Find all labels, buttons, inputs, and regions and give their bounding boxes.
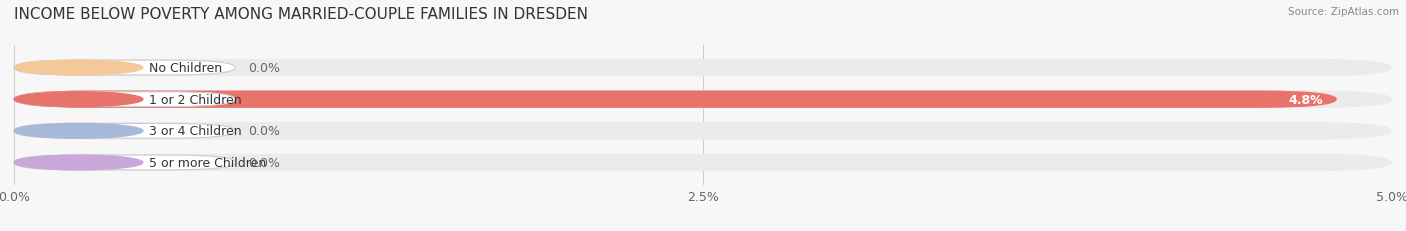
- Text: Source: ZipAtlas.com: Source: ZipAtlas.com: [1288, 7, 1399, 17]
- Text: 5 or more Children: 5 or more Children: [149, 156, 267, 169]
- Circle shape: [14, 92, 143, 107]
- Text: INCOME BELOW POVERTY AMONG MARRIED-COUPLE FAMILIES IN DRESDEN: INCOME BELOW POVERTY AMONG MARRIED-COUPL…: [14, 7, 588, 22]
- FancyBboxPatch shape: [14, 154, 1392, 171]
- Text: No Children: No Children: [149, 62, 222, 75]
- Circle shape: [14, 124, 143, 139]
- Text: 0.0%: 0.0%: [247, 156, 280, 169]
- Text: 3 or 4 Children: 3 or 4 Children: [149, 125, 242, 138]
- FancyBboxPatch shape: [14, 123, 1392, 140]
- Text: 1 or 2 Children: 1 or 2 Children: [149, 93, 242, 106]
- Text: 0.0%: 0.0%: [247, 62, 280, 75]
- FancyBboxPatch shape: [14, 155, 235, 170]
- FancyBboxPatch shape: [14, 91, 1392, 108]
- Text: 0.0%: 0.0%: [247, 125, 280, 138]
- Text: 4.8%: 4.8%: [1288, 93, 1323, 106]
- FancyBboxPatch shape: [14, 91, 1337, 108]
- FancyBboxPatch shape: [14, 124, 235, 139]
- Circle shape: [14, 61, 143, 76]
- FancyBboxPatch shape: [14, 60, 1392, 77]
- FancyBboxPatch shape: [14, 92, 235, 107]
- Circle shape: [14, 155, 143, 170]
- FancyBboxPatch shape: [14, 61, 235, 76]
